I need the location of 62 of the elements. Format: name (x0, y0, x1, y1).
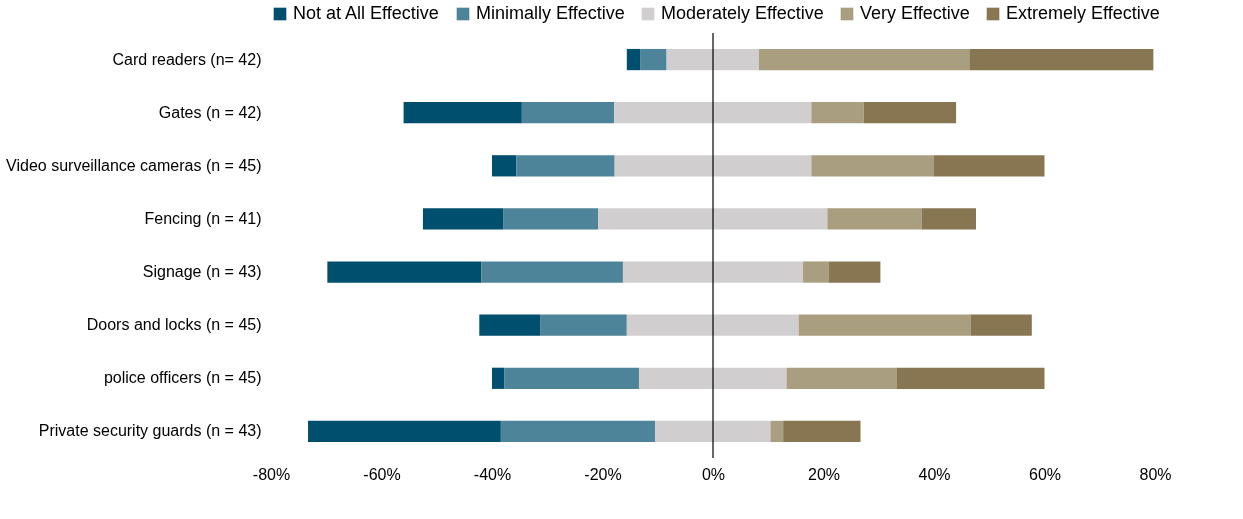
legend-label: Very Effective (860, 3, 970, 23)
x-tick-label: -80% (252, 465, 291, 483)
bar (492, 155, 517, 177)
bar (798, 314, 971, 336)
bar (829, 261, 881, 283)
x-tick-label: 20% (807, 465, 841, 483)
bar (479, 314, 541, 336)
x-tick-label: 40% (918, 465, 951, 483)
y-tick-label: police officers (n = 45) (103, 369, 262, 387)
bar (614, 155, 812, 177)
x-tick-label: 0% (701, 465, 726, 483)
bar (786, 367, 897, 389)
x-tick-label: -40% (473, 465, 512, 483)
bar (638, 367, 787, 389)
bar (626, 48, 641, 71)
bar (921, 208, 976, 230)
bar (516, 155, 615, 177)
x-tick-label: 60% (1028, 465, 1062, 483)
x-tick-label: -20% (584, 465, 622, 483)
bar (934, 155, 1045, 177)
bar (500, 420, 655, 443)
bar (863, 102, 957, 124)
y-tick-label: Video surveillance cameras (n = 45) (6, 156, 262, 174)
y-tick-label: Signage (n = 43) (142, 263, 262, 281)
bar (783, 420, 861, 443)
bar (666, 48, 759, 71)
bar (970, 314, 1032, 336)
bar (403, 102, 522, 124)
bar (481, 261, 623, 283)
bar (308, 420, 501, 443)
y-tick-label: Card readers (n= 42) (112, 50, 262, 68)
legend-label: Moderately Effective (661, 3, 824, 23)
bar (492, 367, 505, 389)
y-tick-label: Doors and locks (n = 45) (86, 316, 262, 334)
bar (803, 261, 830, 283)
bar (622, 261, 804, 283)
bar (770, 420, 784, 443)
y-tick-label: Gates (n = 42) (158, 103, 262, 121)
bar (626, 314, 799, 336)
bar (614, 102, 812, 124)
bar (598, 208, 828, 230)
bar (654, 420, 771, 443)
bar (327, 261, 482, 283)
y-tick-label: Fencing (n = 41) (144, 209, 262, 227)
bar (422, 208, 504, 230)
bar (969, 48, 1154, 71)
bar (540, 314, 627, 336)
y-tick-label: Private security guards (n = 43) (38, 422, 262, 440)
bar (811, 155, 934, 177)
bar (504, 367, 639, 389)
bar (811, 102, 864, 124)
bar (503, 208, 599, 230)
legend-label: Not at All Effective (293, 3, 439, 23)
x-tick-label: -60% (363, 465, 401, 483)
bar (758, 48, 970, 71)
bar (640, 48, 667, 71)
x-tick-label: 80% (1139, 465, 1172, 483)
bar (521, 102, 615, 124)
bar (827, 208, 922, 230)
bar (896, 367, 1045, 389)
legend-label: Minimally Effective (476, 3, 625, 23)
legend-label: Extremely Effective (1006, 3, 1160, 23)
